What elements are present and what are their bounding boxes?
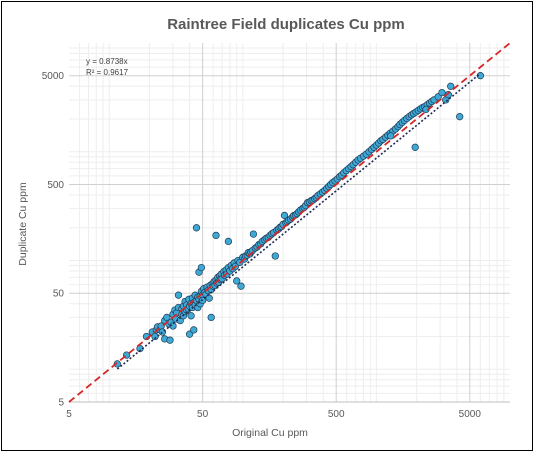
major-gridlines bbox=[69, 43, 510, 402]
identity-line bbox=[68, 42, 511, 403]
data-point bbox=[447, 82, 455, 90]
data-point bbox=[438, 88, 446, 97]
data-point bbox=[233, 277, 241, 285]
data-point bbox=[207, 313, 215, 322]
y-tick-label: 5 bbox=[58, 398, 64, 409]
data-point bbox=[249, 230, 258, 238]
tick-labels: 5 50 500 5000 5 50 500 5000 bbox=[42, 71, 482, 420]
y-axis-label: Duplicate Cu ppm bbox=[17, 182, 29, 266]
x-tick-label: 500 bbox=[328, 409, 345, 420]
r-squared-label: R² = 0.9617 bbox=[86, 68, 129, 77]
data-point bbox=[192, 224, 201, 232]
data-point bbox=[237, 282, 245, 290]
data-point bbox=[224, 237, 233, 246]
data-point bbox=[280, 211, 289, 220]
trend-line bbox=[116, 72, 481, 370]
data-point bbox=[271, 252, 279, 260]
data-point bbox=[166, 336, 174, 344]
minor-gridlines bbox=[69, 43, 510, 402]
data-point bbox=[205, 294, 213, 302]
data-point bbox=[197, 263, 206, 272]
y-tick-label: 5000 bbox=[42, 71, 65, 82]
data-point bbox=[163, 313, 171, 322]
x-tick-label: 5000 bbox=[459, 409, 482, 420]
data-point bbox=[190, 326, 198, 334]
trend-equation: y = 0.8738x bbox=[86, 57, 128, 66]
data-point bbox=[444, 91, 452, 99]
data-point bbox=[187, 312, 195, 320]
data-point bbox=[212, 231, 220, 240]
y-tick-label: 50 bbox=[53, 289, 65, 300]
data-point bbox=[113, 360, 121, 368]
x-tick-label: 5 bbox=[66, 409, 72, 420]
data-point bbox=[456, 113, 464, 121]
data-points bbox=[113, 72, 485, 368]
x-axis-label: Original Cu ppm bbox=[232, 427, 308, 439]
y-tick-label: 500 bbox=[47, 180, 64, 191]
chart-title: Raintree Field duplicates Cu ppm bbox=[167, 16, 405, 33]
data-point bbox=[411, 143, 419, 151]
x-tick-label: 50 bbox=[197, 409, 209, 420]
data-point bbox=[185, 330, 194, 338]
data-point bbox=[174, 291, 183, 299]
data-point bbox=[387, 132, 395, 140]
